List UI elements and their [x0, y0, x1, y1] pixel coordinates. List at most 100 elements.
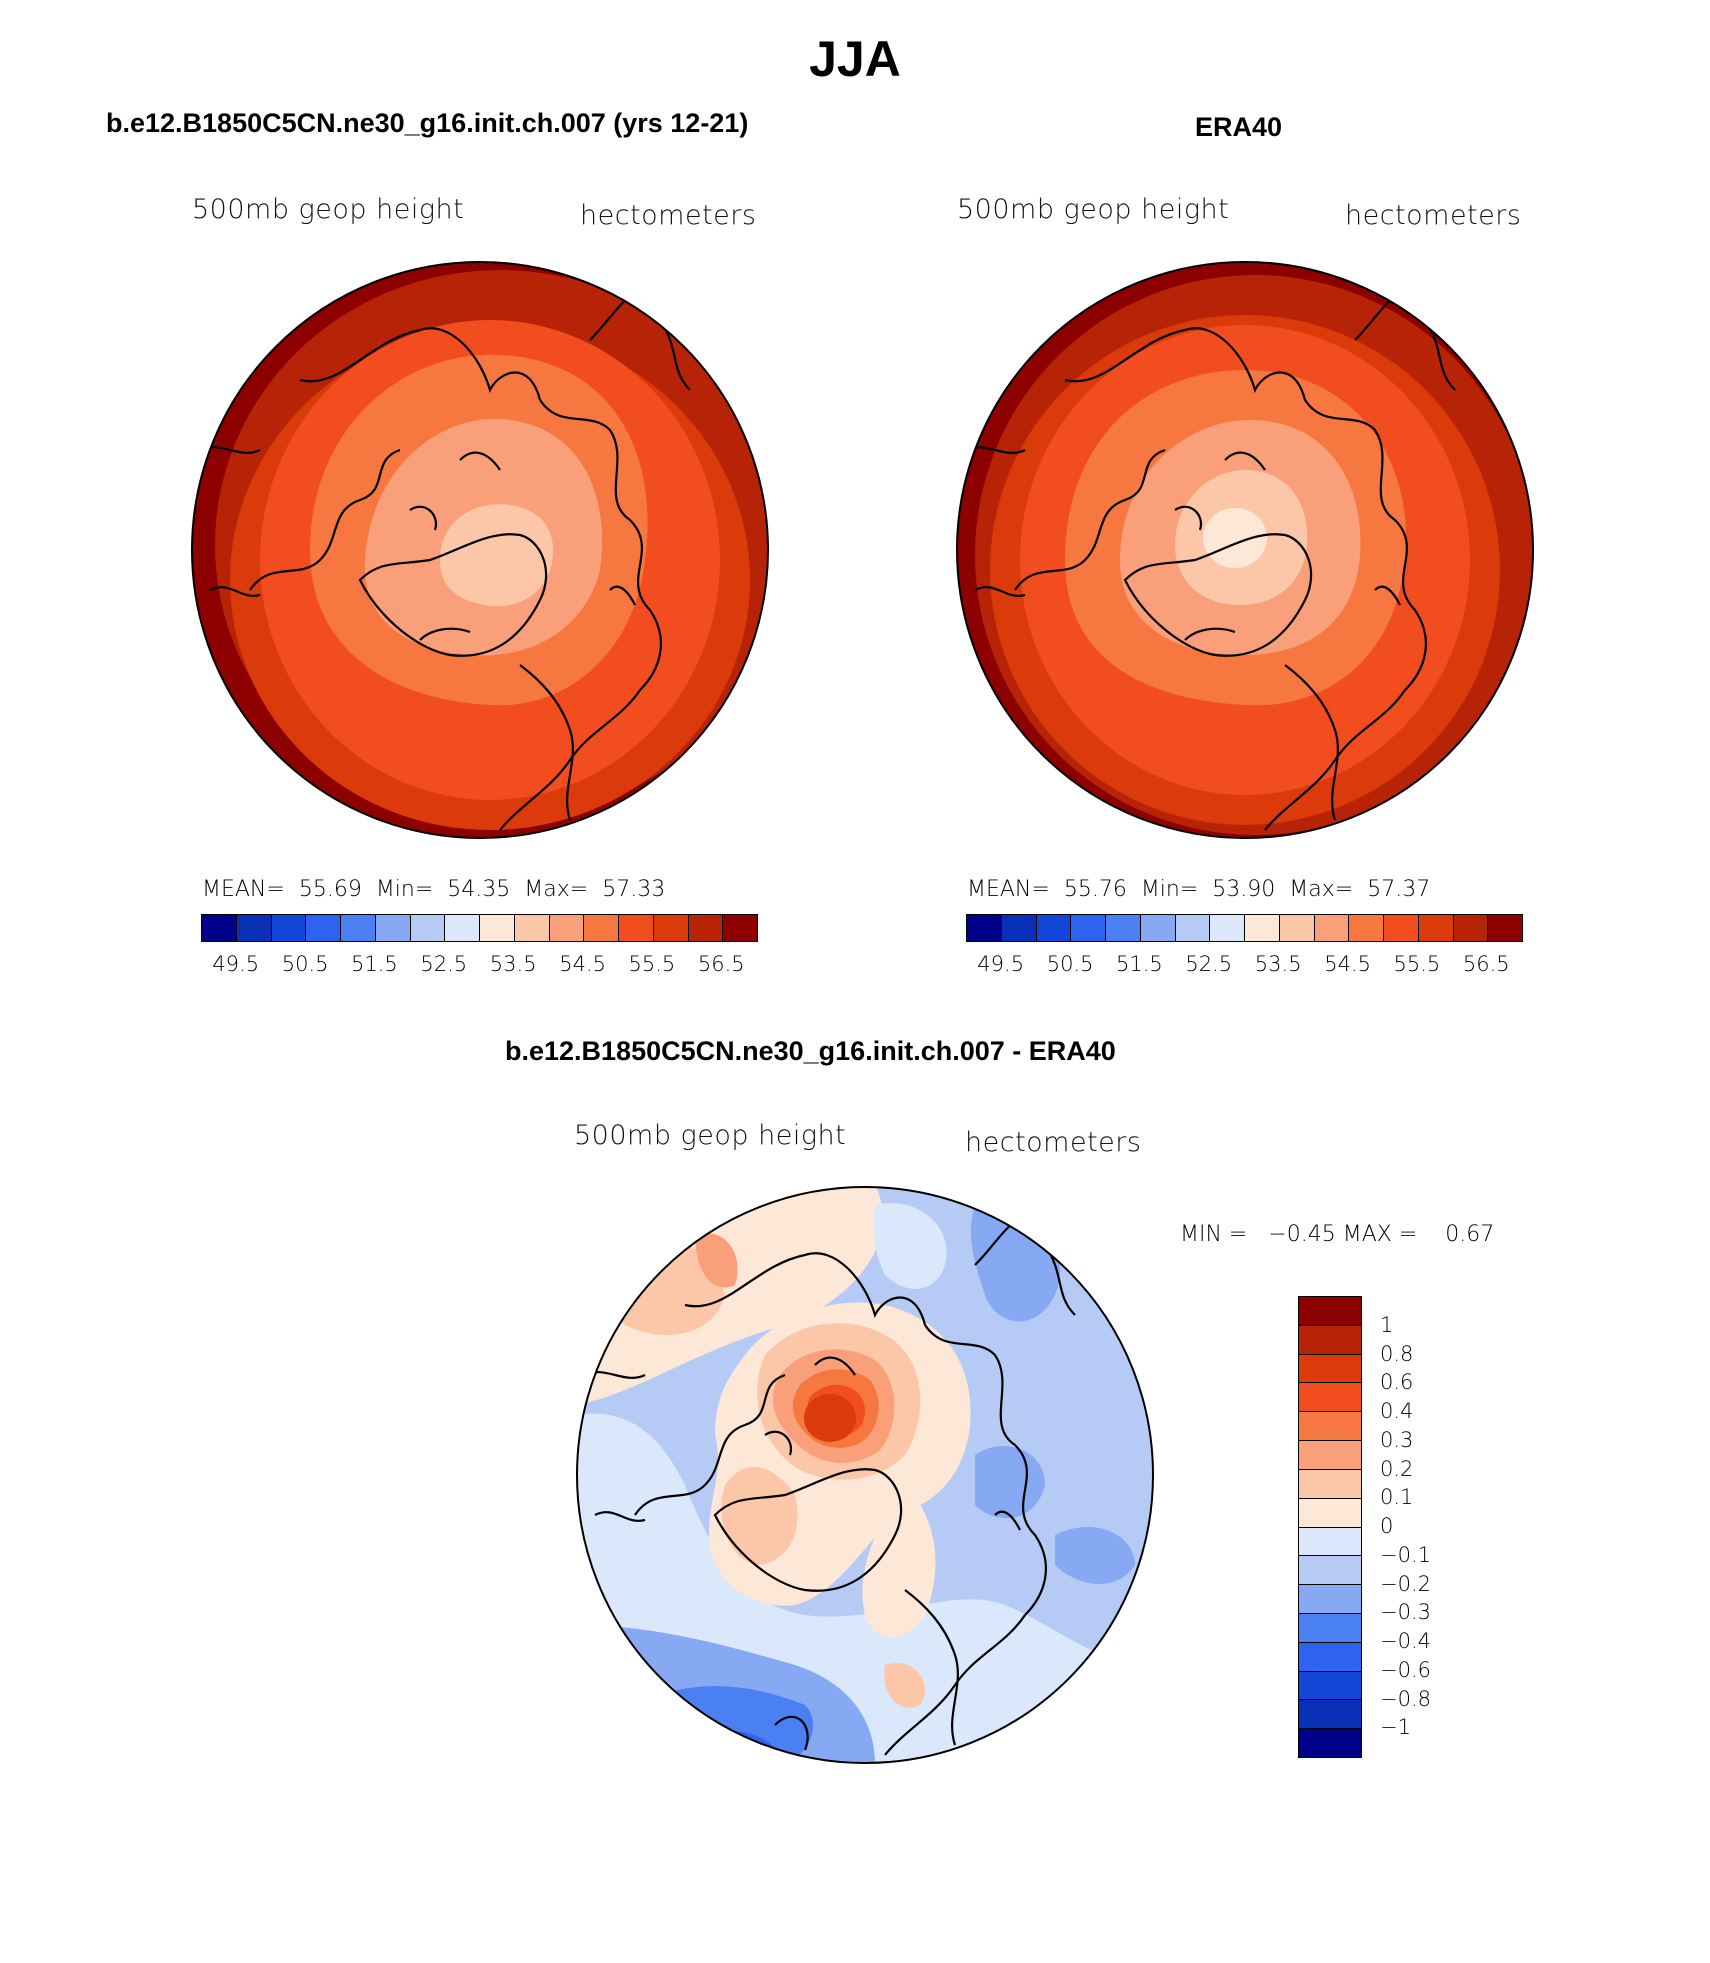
colorbar-swatch: [410, 915, 446, 941]
panel-model-stats: MEAN= 55.69 Min= 54.35 Max= 57.33: [202, 877, 666, 902]
colorbar-tick: 0.6: [1380, 1370, 1414, 1395]
panel-obs-title: ERA40: [1195, 112, 1283, 142]
colorbar-swatch: [1299, 1412, 1361, 1442]
colorbar-swatch: [1106, 915, 1141, 941]
colorbar-swatch: [1299, 1297, 1361, 1326]
panel-model-title: b.e12.B1850C5CN.ne30_g16.init.ch.007 (yr…: [106, 108, 749, 138]
colorbar-swatch: [236, 915, 272, 941]
colorbar-swatch: [1299, 1469, 1361, 1499]
colorbar-tick: 49.5: [977, 952, 1025, 976]
colorbar-swatch: [1418, 915, 1454, 941]
colorbar-swatch: [1036, 915, 1072, 941]
colorbar-tick: 0.2: [1380, 1456, 1414, 1481]
colorbar-tick: 0: [1380, 1514, 1394, 1538]
colorbar-swatch: [653, 915, 689, 941]
colorbar-swatch: [1299, 1729, 1361, 1757]
colorbar-tick: 0.1: [1380, 1485, 1414, 1510]
colorbar-tick: 50.5: [281, 952, 329, 976]
colorbar-swatch: [1001, 915, 1037, 941]
colorbar-swatch: [375, 915, 411, 941]
panel-obs-right-string: hectometers: [1345, 200, 1522, 231]
panel-model-colorbar-ticks: 49.5 50.5 51.5 52.5 53.5 54.5 55.5 56.5: [201, 952, 756, 980]
panel-obs-colorbar: [966, 914, 1523, 942]
colorbar-tick: 51.5: [351, 952, 398, 976]
colorbar-swatch: [1210, 915, 1245, 941]
colorbar-swatch: [1071, 915, 1106, 941]
colorbar-tick: 54.5: [1324, 952, 1371, 976]
colorbar-tick: 1: [1380, 1312, 1394, 1337]
colorbar-swatch: [1299, 1700, 1361, 1730]
colorbar-swatch: [1299, 1325, 1361, 1355]
colorbar-tick: −0.8: [1380, 1686, 1431, 1711]
colorbar-tick: −0.6: [1380, 1657, 1431, 1682]
colorbar-swatch: [1279, 915, 1315, 941]
colorbar-swatch: [1299, 1354, 1361, 1384]
colorbar-swatch: [1175, 915, 1211, 941]
colorbar-tick: −0.4: [1380, 1629, 1431, 1653]
colorbar-swatch: [1299, 1613, 1361, 1643]
colorbar-tick: 52.5: [1185, 952, 1233, 976]
colorbar-tick: −0.1: [1380, 1542, 1431, 1567]
colorbar-swatch: [480, 915, 515, 941]
colorbar-swatch: [445, 915, 480, 941]
panel-model-colorbar: [201, 914, 758, 942]
colorbar-swatch: [1384, 915, 1419, 941]
colorbar-swatch: [1299, 1383, 1361, 1413]
panel-diff-right-string: hectometers: [965, 1127, 1142, 1158]
colorbar-swatch: [723, 915, 757, 941]
colorbar-tick: 56.5: [1462, 952, 1510, 976]
colorbar-tick: −1: [1380, 1715, 1411, 1740]
panel-obs-polar-map: [956, 261, 1534, 839]
colorbar-swatch: [1140, 915, 1176, 941]
colorbar-swatch: [549, 915, 585, 941]
colorbar-tick: 55.5: [628, 952, 676, 976]
colorbar-tick: 50.5: [1046, 952, 1094, 976]
colorbar-tick: 53.5: [489, 952, 537, 976]
colorbar-swatch: [202, 915, 237, 941]
colorbar-tick: 56.5: [697, 952, 745, 976]
colorbar-swatch: [1314, 915, 1350, 941]
colorbar-tick: 52.5: [420, 952, 468, 976]
colorbar-tick: 49.5: [212, 952, 260, 976]
colorbar-swatch: [1299, 1556, 1361, 1586]
colorbar-swatch: [967, 915, 1002, 941]
colorbar-tick: 0.3: [1380, 1427, 1414, 1452]
panel-diff-minmax: MIN = −0.45 MAX = 0.67: [1180, 1222, 1495, 1247]
colorbar-swatch: [1299, 1498, 1361, 1528]
panel-obs-colorbar-ticks: 49.5 50.5 51.5 52.5 53.5 54.5 55.5 56.5: [966, 952, 1521, 980]
colorbar-swatch: [514, 915, 550, 941]
colorbar-swatch: [271, 915, 307, 941]
coastlines: [199, 289, 691, 831]
colorbar-swatch: [1299, 1671, 1361, 1701]
colorbar-tick: 53.5: [1254, 952, 1302, 976]
colorbar-tick: 55.5: [1393, 952, 1441, 976]
coastlines: [584, 1214, 1076, 1756]
panel-obs-stats: MEAN= 55.76 Min= 53.90 Max= 57.37: [967, 877, 1431, 902]
panel-model-right-string: hectometers: [580, 200, 757, 231]
colorbar-swatch: [1349, 915, 1384, 941]
colorbar-swatch: [1299, 1642, 1361, 1672]
panel-diff-colorbar-ticks: 1 0.8 0.6 0.4 0.3 0.2 0.1 0 −0.1 −0.2 −0…: [1380, 1296, 1500, 1756]
colorbar-swatch: [1299, 1585, 1361, 1614]
colorbar-swatch: [1245, 915, 1280, 941]
coastlines: [964, 289, 1456, 831]
panel-diff-title: b.e12.B1850C5CN.ne30_g16.init.ch.007 - E…: [505, 1036, 1116, 1066]
colorbar-tick: 54.5: [559, 952, 606, 976]
colorbar-swatch: [341, 915, 376, 941]
season-title: JJA: [809, 31, 901, 87]
colorbar-tick: 0.8: [1380, 1341, 1414, 1366]
colorbar-swatch: [688, 915, 724, 941]
colorbar-swatch: [1488, 915, 1522, 941]
colorbar-swatch: [1299, 1527, 1361, 1557]
colorbar-tick: −0.3: [1380, 1600, 1431, 1625]
panel-diff-polar-map: [576, 1186, 1154, 1764]
panel-model-polar-map: [191, 261, 769, 839]
colorbar-tick: −0.2: [1380, 1571, 1431, 1596]
panel-diff-left-string: 500mb geop height: [574, 1120, 847, 1151]
colorbar-swatch: [306, 915, 341, 941]
colorbar-swatch: [1453, 915, 1489, 941]
colorbar-tick: 51.5: [1116, 952, 1163, 976]
panel-model-left-string: 500mb geop height: [192, 194, 465, 225]
colorbar-tick: 0.4: [1380, 1399, 1414, 1423]
colorbar-swatch: [619, 915, 654, 941]
